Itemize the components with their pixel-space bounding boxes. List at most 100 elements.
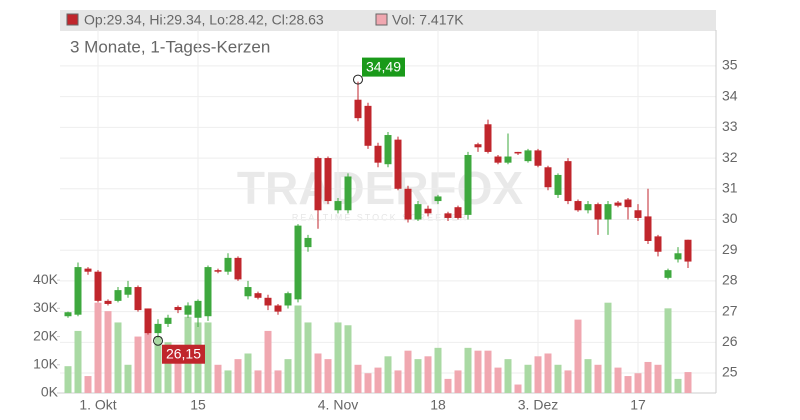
candle-body bbox=[474, 144, 482, 148]
volume-bar bbox=[244, 353, 252, 393]
y2-tick-label: 20K bbox=[33, 327, 59, 343]
volume-bar bbox=[254, 370, 262, 393]
volume-bar bbox=[364, 373, 372, 393]
annotation-box bbox=[362, 57, 405, 77]
candle-body bbox=[214, 270, 222, 272]
candle-body bbox=[484, 124, 492, 152]
y2-tick-label: 30K bbox=[33, 299, 59, 315]
candle-body bbox=[244, 287, 252, 297]
candle-body bbox=[84, 268, 92, 272]
candle-body bbox=[614, 202, 622, 206]
candle-body bbox=[334, 201, 342, 211]
y-tick-label: 31 bbox=[722, 179, 738, 195]
candle-body bbox=[284, 293, 292, 306]
volume-bar bbox=[324, 359, 332, 393]
volume-bar bbox=[334, 322, 342, 393]
x-tick-label: 3. Dez bbox=[518, 397, 558, 413]
candle-body bbox=[374, 145, 382, 163]
candle-body bbox=[134, 287, 142, 311]
candle-body bbox=[394, 139, 402, 189]
volume-bar bbox=[394, 370, 402, 393]
y-tick-label: 28 bbox=[722, 272, 738, 288]
candle-body bbox=[624, 199, 632, 208]
candle-body bbox=[644, 216, 652, 241]
volume-bar bbox=[84, 376, 92, 393]
volume-bar bbox=[134, 336, 142, 393]
candle-body bbox=[534, 150, 542, 166]
y2-tick-label: 0K bbox=[41, 384, 59, 400]
volume-bar bbox=[464, 347, 472, 393]
volume-bar bbox=[284, 359, 292, 393]
watermark-sub: REALTIME STOCK SCREENER bbox=[292, 212, 468, 222]
candle-body bbox=[514, 151, 522, 154]
volume-bar bbox=[594, 364, 602, 393]
volume-bar bbox=[584, 359, 592, 393]
annotation-label: 26,15 bbox=[166, 345, 201, 361]
candle-body bbox=[204, 267, 212, 317]
candle-body bbox=[584, 204, 592, 211]
info-bar bbox=[60, 10, 716, 31]
y-tick-label: 30 bbox=[722, 210, 738, 226]
volume-bar bbox=[294, 305, 302, 393]
info-volume: Vol: 7.417K bbox=[392, 12, 464, 28]
y-tick-label: 33 bbox=[722, 118, 738, 134]
volume-bar bbox=[174, 350, 182, 393]
volume-bar bbox=[64, 366, 72, 393]
candle-body bbox=[404, 188, 412, 220]
candle-body bbox=[594, 204, 602, 220]
watermark: TRADERFOX bbox=[237, 162, 524, 214]
x-tick-label: 18 bbox=[430, 397, 446, 413]
volume-bar bbox=[534, 356, 542, 393]
volume-bar bbox=[654, 364, 662, 393]
y-tick-label: 29 bbox=[722, 241, 738, 257]
volume-bar bbox=[144, 308, 152, 393]
volume-bar bbox=[424, 356, 432, 393]
candle-body bbox=[254, 293, 262, 298]
volume-bar bbox=[164, 342, 172, 393]
candle-body bbox=[64, 312, 72, 317]
volume-bar bbox=[524, 364, 532, 393]
annotation-label: 34,49 bbox=[366, 58, 401, 74]
volume-bar bbox=[274, 370, 282, 393]
candle-body bbox=[674, 253, 682, 260]
candle-body bbox=[544, 167, 552, 188]
candle-body bbox=[234, 257, 242, 280]
volume-bar bbox=[484, 350, 492, 393]
candle-body bbox=[554, 174, 562, 195]
volume-bar bbox=[474, 350, 482, 393]
candle-body bbox=[414, 204, 422, 220]
volume-bar bbox=[204, 322, 212, 393]
volume-bar bbox=[624, 376, 632, 393]
volume-bar bbox=[374, 367, 382, 393]
y2-tick-label: 40K bbox=[33, 271, 59, 287]
volume-bar bbox=[314, 353, 322, 393]
volume-bar bbox=[404, 350, 412, 393]
volume-bar bbox=[234, 359, 242, 393]
volume-bar bbox=[674, 378, 682, 393]
volume-bar bbox=[544, 353, 552, 393]
volume-bar bbox=[264, 330, 272, 393]
candle-body bbox=[364, 105, 372, 146]
volume-bar bbox=[124, 364, 132, 393]
candle-body bbox=[224, 257, 232, 272]
volume-bar bbox=[554, 364, 562, 393]
candle-body bbox=[564, 161, 572, 202]
volume-bar bbox=[414, 359, 422, 393]
candle-body bbox=[494, 156, 502, 163]
candle-body bbox=[144, 308, 152, 334]
price-swatch bbox=[66, 13, 79, 26]
volume-bar bbox=[634, 373, 642, 393]
candle-body bbox=[324, 158, 332, 202]
volume-bar bbox=[614, 367, 622, 393]
volume-bar bbox=[114, 322, 122, 393]
candle-body bbox=[384, 135, 392, 165]
volume-bar bbox=[154, 336, 162, 393]
volume-bar bbox=[94, 302, 102, 393]
candle-body bbox=[194, 300, 202, 318]
annotation-marker bbox=[153, 335, 163, 346]
x-tick-label: 4. Nov bbox=[318, 397, 358, 413]
candle-body bbox=[304, 237, 312, 248]
annotation-marker bbox=[353, 74, 363, 85]
candle-body bbox=[264, 297, 272, 306]
volume-bar bbox=[604, 302, 612, 393]
